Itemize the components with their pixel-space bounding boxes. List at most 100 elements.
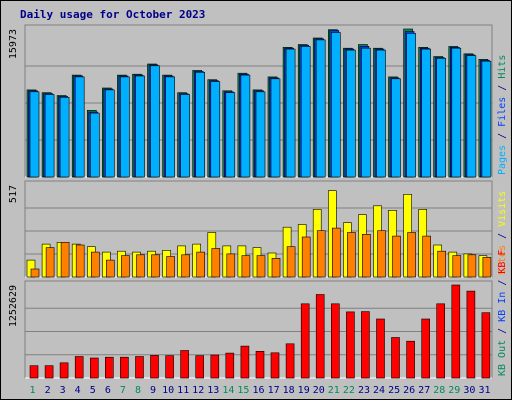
x-tick-day-25: 25 [388, 385, 400, 396]
bar-kb-f-day-9 [150, 355, 159, 379]
legend-entry-kb-f: KB F [497, 250, 508, 274]
bar-sites-day-4 [75, 244, 85, 278]
bars [29, 284, 491, 379]
bar-kb-f-day-5 [90, 357, 99, 379]
bar-kb-f-day-19 [300, 303, 310, 379]
x-tick-day-10: 10 [162, 385, 174, 396]
bar-sites-day-26 [407, 232, 416, 278]
bars [26, 190, 492, 278]
x-tick-day-14: 14 [222, 385, 234, 396]
bar-sites-day-2 [45, 247, 55, 278]
bar-pages-day-20 [315, 39, 326, 178]
bar-kb-f-day-3 [59, 362, 69, 379]
bar-pages-day-10 [165, 76, 175, 178]
bar-sites-day-28 [437, 250, 447, 278]
bar-pages-day-23 [361, 47, 371, 178]
series-legend: Sites / Visits [497, 191, 508, 275]
x-tick-day-23: 23 [358, 385, 370, 396]
bar-pages-day-30 [466, 55, 477, 178]
max-value-label: 1252629 [8, 285, 19, 327]
x-tick-day-21: 21 [328, 385, 340, 396]
bar-kb-f-day-20 [315, 294, 325, 379]
bar-sites-day-23 [362, 234, 371, 278]
chart-title: Daily usage for October 2023 [20, 8, 205, 21]
bar-pages-day-6 [105, 89, 115, 178]
x-tick-day-30: 30 [463, 385, 475, 396]
legend-entry-kb-in: KB In [497, 292, 508, 322]
series-legend: KB Out / KB In / KB F [497, 250, 508, 376]
bar-kb-f-day-27 [421, 318, 431, 379]
bar-kb-f-day-11 [180, 350, 189, 379]
x-tick-day-5: 5 [90, 385, 96, 396]
bar-pages-day-17 [270, 78, 281, 178]
bar-sites-day-3 [60, 242, 70, 278]
bar-kb-f-day-18 [285, 343, 295, 379]
bar-pages-day-16 [255, 91, 266, 178]
x-tick-day-8: 8 [135, 385, 141, 396]
bar-pages-day-3 [59, 97, 70, 178]
bar-kb-f-day-2 [44, 365, 54, 379]
legend-separator: / [497, 79, 508, 97]
legend-entry-pages: Pages [497, 145, 508, 175]
x-tick-day-31: 31 [478, 385, 490, 396]
bar-kb-f-day-8 [135, 356, 144, 379]
x-tick-day-24: 24 [373, 385, 385, 396]
x-tick-day-20: 20 [313, 385, 325, 396]
bar-kb-f-day-26 [406, 340, 415, 379]
bar-sites-day-10 [166, 256, 175, 278]
bar-sites-day-30 [467, 254, 477, 278]
legend-entry-kb-out: KB Out [497, 340, 508, 376]
bar-kb-f-day-4 [74, 356, 84, 379]
bar-pages-day-4 [74, 76, 85, 178]
bar-sites-day-9 [151, 254, 160, 278]
x-tick-day-12: 12 [192, 385, 204, 396]
bar-kb-f-day-24 [376, 318, 385, 379]
bar-kb-f-day-22 [346, 311, 355, 379]
bar-sites-day-11 [181, 254, 190, 278]
x-tick-day-22: 22 [343, 385, 355, 396]
bar-kb-f-day-25 [391, 337, 400, 379]
bar-sites-day-18 [286, 246, 296, 278]
bar-pages-day-19 [300, 46, 311, 178]
bar-sites-day-15 [241, 255, 251, 278]
bar-kb-f-day-17 [270, 352, 280, 379]
bar-pages-day-24 [376, 49, 386, 178]
legend-entry-hits: Hits [497, 55, 508, 79]
bar-sites-day-27 [422, 235, 432, 278]
bar-kb-f-day-21 [330, 303, 340, 379]
bar-kb-f-day-30 [466, 290, 476, 379]
bar-kb-f-day-1 [29, 365, 39, 379]
bar-sites-day-31 [482, 257, 492, 278]
bar-pages-day-25 [391, 78, 401, 178]
bar-kb-f-day-12 [195, 355, 204, 379]
bar-sites-day-7 [121, 255, 130, 278]
bar-pages-day-31 [481, 60, 492, 178]
bar-sites-day-21 [331, 227, 341, 278]
x-tick-day-2: 2 [45, 385, 51, 396]
bar-pages-day-29 [451, 47, 462, 178]
bar-pages-day-9 [150, 65, 160, 178]
bar-kb-f-day-31 [481, 312, 491, 379]
legend-separator: / [497, 274, 508, 292]
bar-pages-day-26 [406, 33, 416, 178]
bar-pages-day-11 [180, 94, 190, 178]
x-tick-day-19: 19 [298, 385, 310, 396]
bar-kb-f-day-16 [255, 350, 265, 379]
bar-sites-day-16 [256, 255, 266, 278]
legend-separator: / [497, 227, 508, 245]
bar-pages-day-15 [240, 74, 251, 178]
panel-visits-sites: 517 Sites / Visits [8, 180, 508, 278]
bar-sites-day-19 [301, 236, 311, 278]
series-legend: Pages / Files / Hits [497, 55, 508, 175]
max-value-label: 517 [8, 185, 19, 203]
bar-pages-day-8 [135, 75, 145, 178]
bar-sites-day-17 [271, 257, 281, 278]
bar-pages-day-5 [90, 112, 100, 178]
x-tick-day-28: 28 [433, 385, 445, 396]
x-tick-day-6: 6 [105, 385, 111, 396]
bar-sites-day-6 [106, 259, 115, 278]
bar-pages-day-21 [330, 32, 341, 178]
x-tick-day-16: 16 [252, 385, 264, 396]
bar-sites-day-5 [91, 251, 100, 278]
